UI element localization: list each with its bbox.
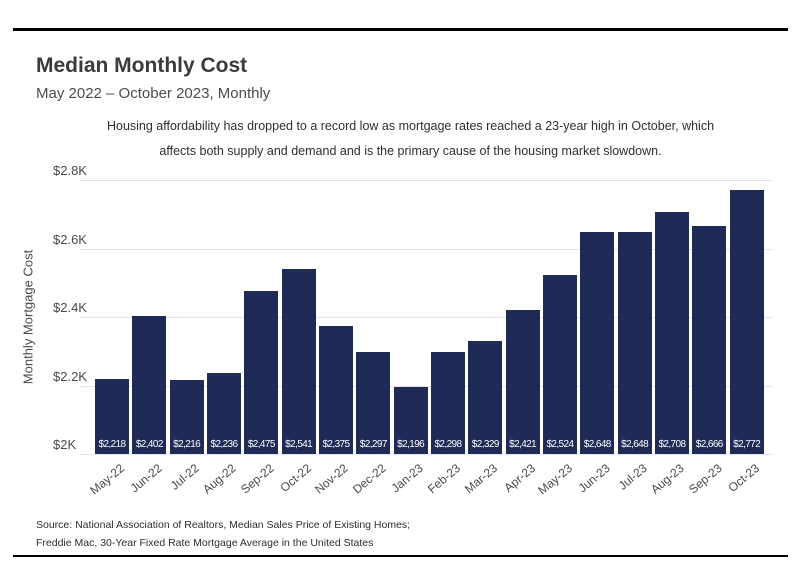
annotation-line-2: affects both supply and demand and is th…: [159, 144, 662, 158]
x-axis-tick-label: Jun-22: [127, 461, 165, 496]
gridline: [80, 385, 773, 387]
x-axis-tick-label: Jul-23: [615, 461, 650, 493]
x-axis-tick-label: Jan-23: [388, 461, 426, 496]
y-axis-tick-label: $2.2K: [53, 368, 87, 384]
bar-Dec-22: $2,297: [356, 352, 391, 454]
x-axis-tick-label: Jun-23: [575, 461, 613, 496]
bottom-divider: [13, 555, 788, 557]
x-axis-tick-label: Jul-22: [167, 461, 202, 493]
bar-value-label: $2,375: [322, 439, 350, 450]
y-axis-tick-label: $2.8K: [53, 163, 87, 178]
bar-value-label: $2,298: [434, 438, 462, 450]
bar-value-label: $2,648: [621, 438, 649, 450]
source-line-1: Source: National Association of Realtors…: [36, 519, 411, 531]
x-axis-tick-label: Oct-23: [725, 461, 762, 495]
bar-May-23: $2,524: [542, 274, 577, 454]
page-subtitle: May 2022 – October 2023, Monthly: [36, 85, 271, 102]
bar-value-label: $2,421: [509, 438, 537, 450]
bar-Oct-23: $2,772: [729, 189, 764, 454]
bar-value-label: $2,648: [583, 438, 612, 450]
bar-value-label: $2,708: [658, 438, 686, 450]
x-axis-tick-label: Oct-22: [277, 461, 314, 495]
x-axis-tick-label: May-22: [87, 461, 127, 498]
bar-Aug-23: $2,708: [654, 211, 689, 454]
bar-value-label: $2,196: [397, 438, 425, 450]
bar-value-label: $2,402: [135, 438, 164, 450]
x-axis-tick-label: Apr-23: [501, 461, 538, 495]
bar-Jul-23: $2,648: [617, 232, 652, 454]
annotation-line-1: Housing affordability has dropped to a r…: [106, 119, 715, 133]
bar-Mar-23: $2,329: [468, 341, 503, 454]
x-axis-tick-label: Sep-23: [685, 461, 725, 497]
y-axis-tick-label: $2.4K: [53, 300, 87, 315]
bar-Sep-22: $2,475: [244, 291, 279, 454]
bar-Jul-22: $2,216: [169, 380, 204, 454]
gridline: [80, 454, 773, 455]
top-divider: [13, 28, 788, 31]
y-axis-title: Monthly Mortgage Cost: [20, 249, 36, 385]
bar-May-22: $2,218: [95, 379, 129, 454]
bar-Jun-22: $2,402: [132, 316, 167, 454]
bar-Feb-23: $2,298: [430, 351, 465, 454]
x-axis-tick-label: Feb-23: [424, 461, 463, 497]
bar-Oct-22: $2,541: [281, 268, 316, 454]
x-axis-tick-label: May-23: [535, 461, 575, 498]
bar-Aug-22: $2,236: [206, 373, 241, 454]
x-axis-tick-label: Nov-22: [312, 461, 351, 497]
x-axis-tick-label: Dec-22: [349, 461, 389, 497]
y-axis-tick-label: $2.6K: [53, 231, 87, 247]
gridline: [80, 180, 773, 181]
bar-value-label: $2,218: [98, 438, 127, 450]
page-title: Median Monthly Cost: [36, 54, 248, 77]
bar-value-label: $2,541: [285, 438, 313, 450]
gridline: [80, 248, 773, 250]
bar-Apr-23: $2,421: [505, 309, 540, 454]
bar-Jun-23: $2,648: [580, 232, 615, 454]
bar-value-label: $2,216: [173, 438, 201, 450]
x-axis-tick-label: Mar-23: [462, 461, 501, 497]
bar-value-label: $2,524: [546, 438, 574, 450]
source-line-2: Freddie Mac, 30-Year Fixed Rate Mortgage…: [36, 537, 374, 549]
bar-value-label: $2,236: [210, 438, 238, 450]
x-axis-tick-label: Aug-22: [200, 461, 239, 497]
bar-value-label: $2,666: [695, 438, 724, 450]
bar-Jan-23: $2,196: [393, 386, 428, 454]
y-axis-tick-label: $2K: [53, 437, 77, 452]
x-axis-tick-label: Sep-22: [237, 461, 277, 497]
gridline: [80, 317, 773, 318]
bar-value-label: $2,297: [359, 438, 388, 450]
bar-value-label: $2,475: [247, 439, 276, 450]
bar-value-label: $2,329: [471, 438, 500, 450]
bar-value-label: $2,772: [733, 438, 761, 450]
x-axis-tick-label: Aug-23: [648, 461, 687, 497]
bar-Nov-22: $2,375: [318, 325, 353, 454]
bar-Sep-23: $2,666: [692, 225, 727, 454]
